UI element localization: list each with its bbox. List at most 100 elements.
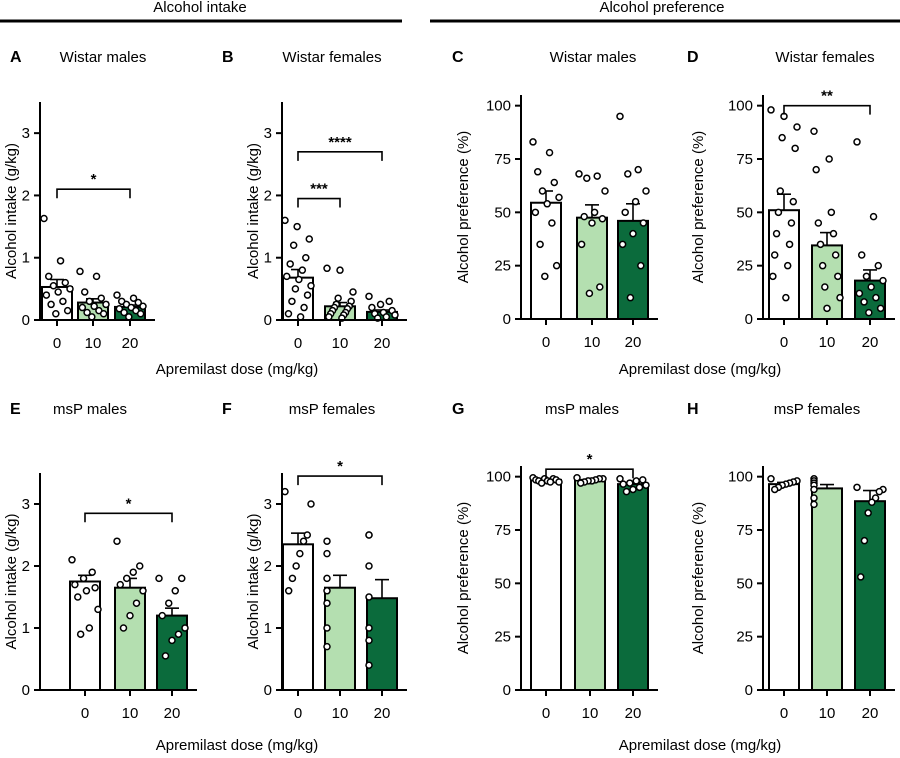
section-header-preference: Alcohol preference [599, 0, 724, 16]
data-point [79, 574, 88, 583]
data-point [92, 272, 101, 281]
data-point [61, 278, 70, 287]
panel-letter: F [222, 401, 232, 418]
data-point [291, 285, 300, 293]
data-point [853, 138, 861, 146]
panel-title: Wistar females [282, 49, 381, 66]
panel-letter: H [687, 401, 699, 418]
data-point [548, 219, 556, 227]
data-point [94, 605, 102, 614]
data-point [323, 574, 331, 583]
data-point [296, 549, 304, 558]
data-point [590, 208, 599, 217]
y-axis-label: Alcohol intake (g/kg) [3, 143, 20, 279]
y-axis-label: Alcohol intake (g/kg) [245, 143, 262, 279]
x-tick-label: 20 [625, 334, 642, 351]
panel-title: Wistar males [550, 49, 637, 66]
significance-bracket [84, 512, 173, 523]
data-point [629, 229, 637, 238]
panel-letter: B [222, 49, 234, 66]
data-point [576, 479, 585, 487]
panel-d: D Wistar females Alcohol preference (%) 0 10… [687, 49, 895, 351]
data-point [80, 288, 89, 296]
data-point [634, 165, 642, 174]
bar-dose-20 [617, 483, 649, 691]
data-point [365, 636, 373, 645]
data-point [626, 293, 635, 302]
y-tick-label: 3 [264, 125, 272, 142]
significance-bracket [297, 197, 341, 208]
data-point [125, 313, 133, 321]
data-point [865, 308, 873, 317]
bar-dose-0 [530, 201, 562, 321]
data-point [56, 257, 65, 265]
data-point [155, 574, 163, 583]
data-point [767, 475, 775, 483]
significance-label: **** [328, 134, 352, 151]
data-point [126, 611, 134, 620]
data-point [284, 587, 293, 595]
x-tick-label: 0 [81, 705, 89, 722]
panel-c: C Wistar males Alcohol preference (%) 0 10 20… [452, 49, 658, 351]
significance-bracket [56, 188, 131, 199]
y-tick-label: 25 [494, 258, 511, 275]
data-point [810, 494, 818, 502]
data-point [376, 300, 385, 309]
data-point [770, 485, 779, 494]
data-point [116, 580, 124, 589]
significance-bracket [783, 104, 871, 115]
data-point [580, 212, 588, 221]
data-point [123, 574, 131, 583]
data-point [300, 303, 308, 312]
data-point [286, 260, 294, 268]
data-point [543, 200, 551, 208]
data-point [552, 261, 561, 270]
significance-label: * [91, 171, 97, 188]
y-tick-label: 1 [264, 620, 272, 637]
data-point [365, 593, 373, 601]
shared-xlabel-bottom-preference: Apremilast dose (mg/kg) [619, 737, 782, 754]
significance-bracket [297, 475, 383, 486]
data-point [776, 187, 785, 195]
data-point [632, 477, 640, 485]
data-point [323, 587, 331, 595]
data-point [68, 556, 76, 564]
data-point [288, 297, 296, 306]
y-tick-label: 75 [494, 522, 511, 539]
data-point [76, 267, 84, 276]
data-point [282, 272, 291, 281]
data-point [168, 636, 176, 645]
data-point [872, 293, 880, 302]
data-point [827, 208, 836, 217]
data-point [616, 112, 624, 121]
bar-dose-10 [574, 478, 606, 691]
y-tick-label: 75 [494, 151, 511, 168]
y-tick-label: 50 [736, 575, 753, 592]
y-axis-label: Alcohol preference (%) [455, 131, 472, 284]
data-point [102, 300, 110, 309]
data-point [533, 168, 542, 176]
data-point [601, 187, 609, 195]
y-tick-label: 3 [22, 125, 30, 142]
panel-letter: G [452, 401, 464, 418]
data-point [876, 304, 885, 313]
data-point [639, 219, 648, 227]
x-tick-label: 10 [819, 705, 836, 722]
panel-title: Wistar females [775, 49, 874, 66]
y-tick-label: 3 [264, 496, 272, 513]
y-tick-label: 2 [22, 187, 30, 204]
significance-label: * [337, 458, 343, 475]
data-point [821, 283, 829, 291]
y-tick-label: 1 [264, 250, 272, 267]
data-point [879, 276, 887, 285]
data-point [791, 144, 799, 153]
data-point [618, 240, 627, 249]
data-point [99, 310, 108, 318]
data-point [171, 587, 179, 595]
significance-bracket [297, 151, 383, 161]
data-point [789, 197, 798, 206]
data-point [178, 574, 186, 583]
data-point [875, 487, 884, 496]
x-tick-label: 20 [374, 335, 391, 352]
